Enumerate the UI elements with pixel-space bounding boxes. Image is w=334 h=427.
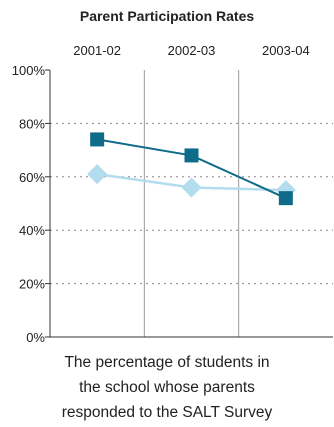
y-tick-label: 80% — [19, 116, 45, 131]
y-tick-label: 20% — [19, 277, 45, 292]
line-chart: Parent Participation Rates 2001-02 2002-0… — [12, 8, 333, 345]
y-tick-label: 100% — [12, 63, 46, 78]
chart-caption: The percentage of students in the school… — [0, 350, 334, 425]
y-tick-label: 40% — [19, 223, 45, 238]
x-tick-label: 2002-03 — [168, 43, 216, 58]
data-point-square — [278, 191, 293, 206]
caption-line-1: The percentage of students in — [64, 354, 270, 371]
data-point-square — [184, 148, 199, 163]
data-point-diamond — [181, 177, 202, 198]
caption-line-3: responded to the SALT Survey — [61, 404, 273, 421]
data-point-square — [90, 132, 105, 147]
y-tick-label: 60% — [19, 170, 45, 185]
x-tick-label: 2001-02 — [73, 43, 121, 58]
data-point-diamond — [87, 164, 108, 185]
y-tick-label: 0% — [26, 330, 45, 345]
chart-title: Parent Participation Rates — [80, 8, 254, 24]
x-tick-label: 2003-04 — [262, 43, 310, 58]
caption-line-2: the school whose parents — [79, 379, 255, 396]
